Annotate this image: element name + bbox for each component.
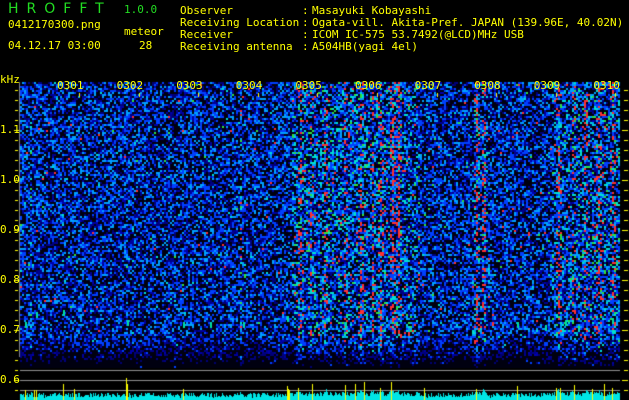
y-tick-label: 1.0 [0, 173, 20, 186]
app-title: HROFFT [8, 1, 112, 17]
receiver-value: ICOM IC-575 53.7492(@LCD)MHz USB [312, 28, 524, 41]
time-label: 0307 [414, 79, 442, 92]
datetime: 04.12.17 03:00 [8, 39, 101, 52]
y-tick-label: 0.8 [0, 273, 20, 286]
y-tick-label: 0.9 [0, 223, 20, 236]
time-label: 0304 [235, 79, 263, 92]
antenna-label: Receiving antenna [180, 40, 293, 53]
time-label: 0309 [533, 79, 561, 92]
separator: : [302, 16, 309, 29]
time-label: 0303 [176, 79, 203, 92]
meteor-count: 28 [139, 39, 153, 52]
meteor-label: meteor [124, 25, 164, 38]
y-unit-label: kHz [0, 73, 20, 86]
y-tick-label: 1.1 [0, 123, 20, 136]
y-tick-label: 0.7 [0, 323, 20, 336]
separator: : [302, 28, 309, 41]
observer-value: Masayuki Kobayashi [312, 4, 432, 17]
time-label: 0301 [57, 79, 84, 92]
time-label: 0310 [593, 79, 620, 92]
separator: : [302, 40, 309, 53]
location-label: Receiving Location [180, 16, 300, 29]
time-label: 0306 [355, 79, 382, 92]
receiver-label: Receiver [180, 28, 233, 41]
app-version: 1.0.0 [124, 3, 158, 16]
observer-label: Observer [180, 4, 233, 17]
filename: 0412170300.png [8, 18, 101, 31]
time-label: 0302 [116, 79, 144, 92]
y-tick-label: 0.6 [0, 373, 20, 386]
time-label: 0305 [295, 79, 322, 92]
time-label: 0308 [474, 79, 501, 92]
location-value: Ogata-vill. Akita-Pref. JAPAN (139.96E, … [312, 16, 624, 29]
antenna-value: A504HB(yagi 4el) [312, 40, 418, 53]
separator: : [302, 4, 309, 17]
